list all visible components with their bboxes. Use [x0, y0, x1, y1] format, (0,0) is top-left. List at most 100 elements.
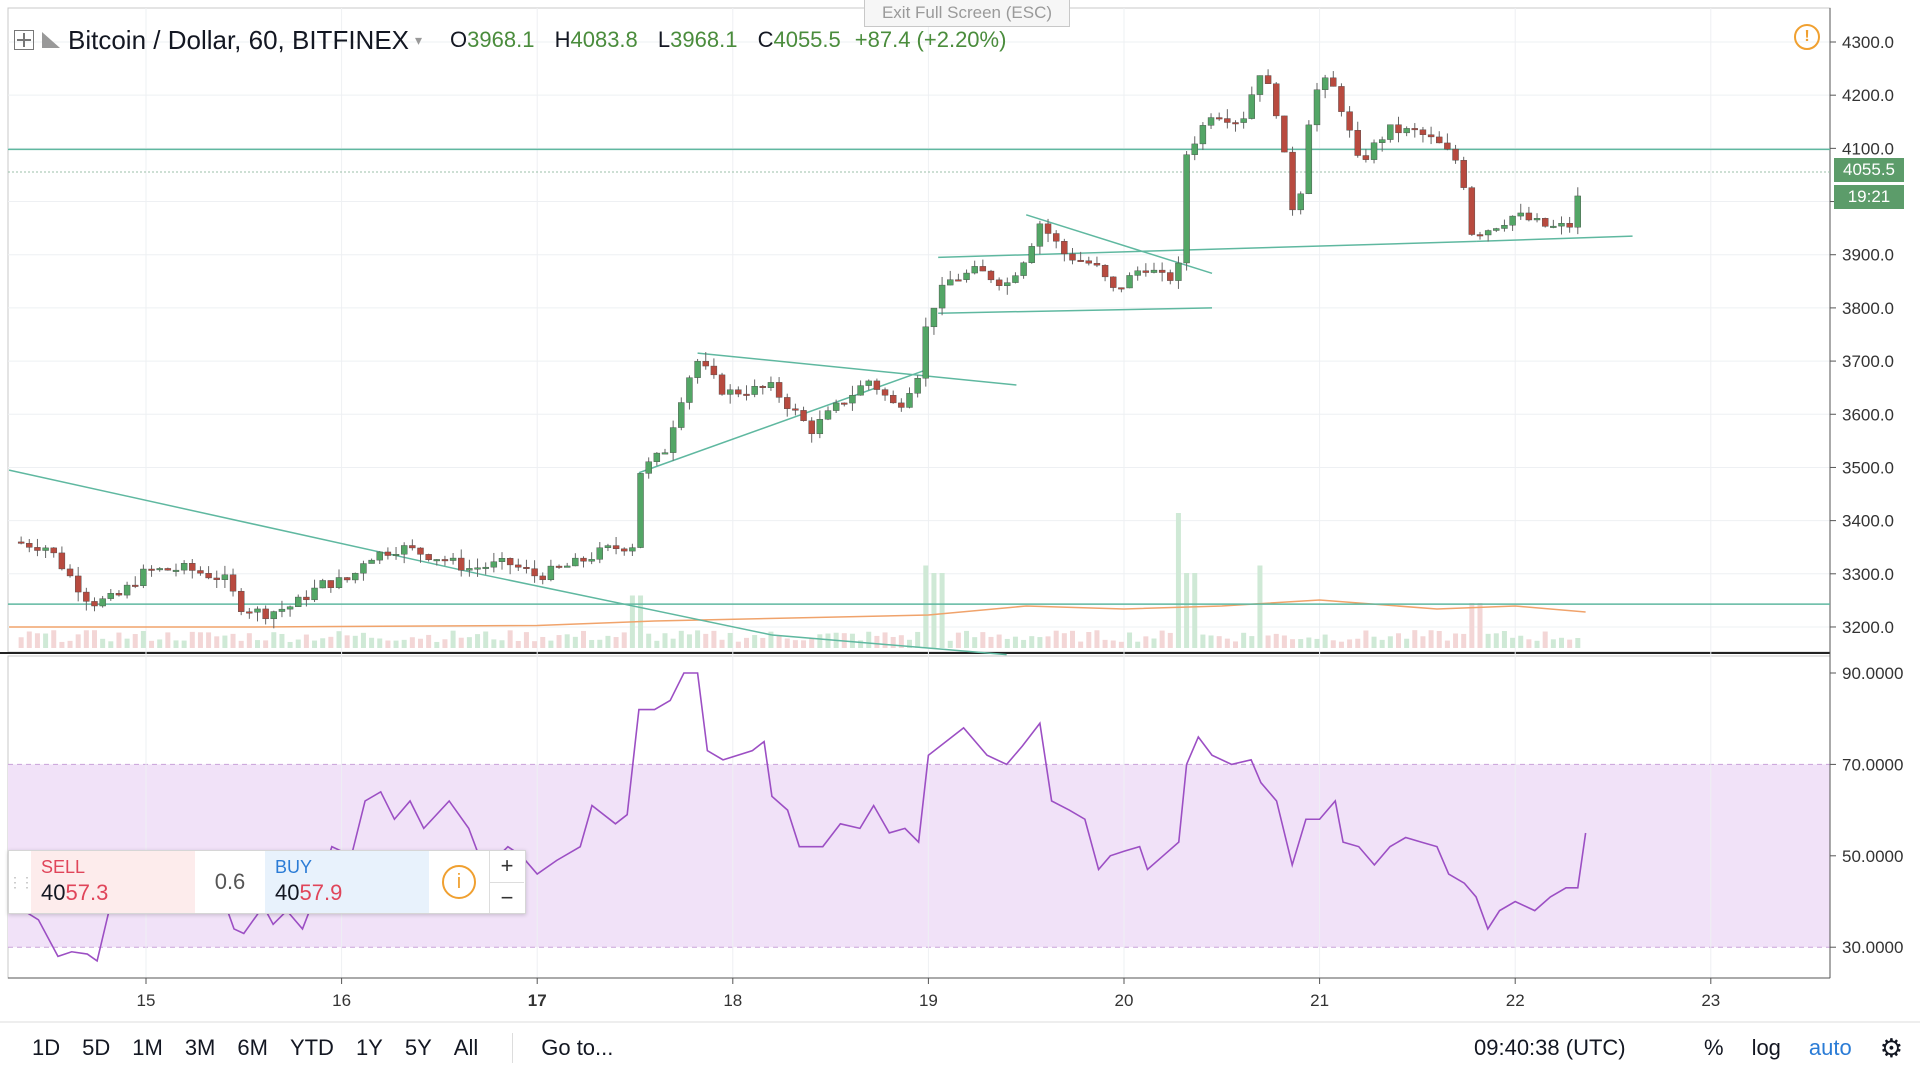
- range-button-1d[interactable]: 1D: [32, 1035, 61, 1060]
- volume-bar: [760, 637, 766, 648]
- volume-bar: [360, 632, 366, 648]
- volume-bar: [1379, 639, 1385, 648]
- x-tick-label: 15: [137, 991, 156, 1010]
- y-tick-label: 3200.0: [1842, 618, 1894, 637]
- candle-body: [995, 279, 1003, 286]
- candle-body: [1330, 77, 1337, 87]
- info-icon[interactable]: i: [429, 851, 489, 913]
- candle-body: [1403, 128, 1410, 134]
- volume-bar: [271, 632, 277, 648]
- warning-icon[interactable]: !: [1794, 24, 1820, 50]
- volume-bar: [1053, 630, 1059, 648]
- volume-bar: [947, 640, 953, 648]
- goto-button[interactable]: Go to...: [541, 1035, 614, 1060]
- volume-bar: [1224, 638, 1230, 648]
- candle-body: [1509, 215, 1516, 226]
- volume-bar: [18, 637, 24, 648]
- range-button-ytd[interactable]: YTD: [289, 1035, 334, 1060]
- exit-fullscreen-button[interactable]: Exit Full Screen (ESC): [864, 0, 1070, 27]
- volume-bar: [369, 637, 375, 648]
- drag-handle-icon[interactable]: ⋮⋮: [8, 873, 34, 890]
- minus-button[interactable]: −: [490, 881, 524, 914]
- ohlc-values: O3968.1 H4083.8 L3968.1 C4055.5: [450, 27, 841, 52]
- volume-bar: [344, 635, 350, 648]
- candle-body: [319, 580, 326, 589]
- candle-body: [1036, 223, 1044, 247]
- volume-bar: [768, 631, 774, 648]
- sell-button[interactable]: SELL 4057.3: [31, 851, 195, 913]
- x-tick-label: 17: [528, 991, 547, 1010]
- range-button-1y[interactable]: 1Y: [355, 1035, 383, 1060]
- volume-bar: [1501, 631, 1507, 648]
- candle-body: [1289, 151, 1296, 211]
- range-button-3m[interactable]: 3M: [184, 1035, 216, 1060]
- candle-body: [466, 568, 473, 571]
- candle-body: [1484, 230, 1492, 236]
- candle-body: [669, 427, 677, 453]
- percent-scale-button[interactable]: %: [1704, 1035, 1724, 1060]
- price-pane: [7, 7, 1831, 653]
- range-button-1m[interactable]: 1M: [132, 1035, 163, 1060]
- candle-body: [930, 307, 938, 328]
- volume-bar: [303, 634, 309, 648]
- rsi-tick-label: 90.0000: [1842, 664, 1903, 683]
- add-symbol-icon[interactable]: [14, 30, 34, 50]
- candle-body: [352, 572, 359, 581]
- trendline: [697, 352, 1017, 386]
- candle-body: [612, 545, 620, 550]
- volume-bar: [1347, 639, 1353, 648]
- volume-bar: [1257, 565, 1263, 648]
- volume-bar: [26, 631, 32, 648]
- candle-body: [1444, 142, 1451, 150]
- volume-bar: [752, 635, 758, 648]
- buy-label: BUY: [275, 857, 313, 877]
- volume-bar: [91, 630, 97, 648]
- candle-body: [1436, 136, 1443, 144]
- y-tick-label: 3900.0: [1842, 246, 1894, 265]
- candle-body: [91, 601, 98, 607]
- range-button-5y[interactable]: 5Y: [404, 1035, 432, 1060]
- range-button-5d[interactable]: 5D: [82, 1035, 111, 1060]
- candle-body: [906, 393, 913, 408]
- candle-body: [775, 382, 783, 398]
- candle-body: [172, 569, 180, 572]
- volume-bar: [1184, 573, 1190, 648]
- range-button-6m[interactable]: 6M: [237, 1035, 268, 1060]
- volume-bar: [83, 630, 89, 648]
- volume-bar: [206, 632, 212, 648]
- volume-bar: [1110, 640, 1116, 648]
- volume-bar: [51, 630, 57, 648]
- candle-body: [1085, 260, 1092, 264]
- candle-body: [384, 551, 392, 556]
- chart-style-icon: [42, 32, 60, 48]
- gear-icon[interactable]: ⚙: [1879, 1032, 1904, 1063]
- volume-bar: [1102, 639, 1108, 648]
- volume-bar: [1542, 631, 1548, 648]
- trendline: [771, 634, 1007, 656]
- candle-body: [955, 279, 962, 282]
- candle-body: [1199, 125, 1207, 145]
- volume-bar: [1420, 636, 1426, 648]
- volume-bar: [1167, 632, 1173, 648]
- volume-bar: [980, 632, 986, 648]
- plus-button[interactable]: +: [500, 853, 514, 879]
- candle-body: [1158, 269, 1166, 273]
- volume-bar: [776, 635, 782, 648]
- chevron-down-icon[interactable]: ▾: [415, 31, 423, 48]
- auto-scale-button[interactable]: auto: [1808, 1035, 1852, 1060]
- symbol-title[interactable]: Bitcoin / Dollar, 60, BITFINEX: [68, 24, 410, 55]
- log-scale-button[interactable]: log: [1751, 1035, 1781, 1060]
- candle-body: [580, 557, 587, 562]
- volume-bar: [442, 639, 448, 648]
- volume-bar: [1330, 640, 1336, 648]
- buy-button[interactable]: BUY 4057.9: [265, 851, 429, 913]
- volume-bar: [328, 636, 334, 648]
- volume-bar: [801, 640, 807, 648]
- candle-body: [702, 360, 709, 367]
- candle-body: [1150, 269, 1158, 273]
- range-button-all[interactable]: All: [453, 1035, 479, 1060]
- candle-body: [751, 386, 758, 395]
- trendline: [8, 469, 479, 575]
- candle-body: [1004, 282, 1011, 286]
